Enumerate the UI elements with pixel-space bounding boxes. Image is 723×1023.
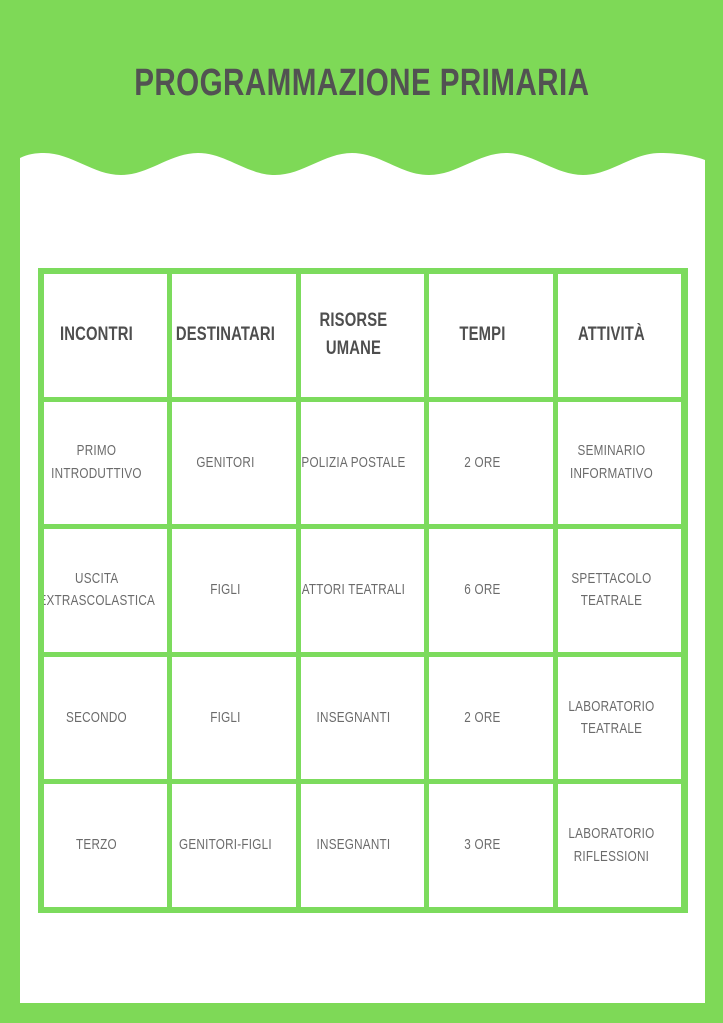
table-cell-text: TERZO <box>76 836 118 854</box>
table-cell-row4-risorse-umane: INSEGNANTI <box>300 784 425 907</box>
table-cell-text: ATTORI TEATRALI <box>302 581 406 599</box>
table-cell-row4-tempi: 3 ORE <box>429 784 553 907</box>
column-header-label: INCONTRI <box>60 324 134 346</box>
column-header-tempi: TEMPI <box>429 274 553 397</box>
content-panel: INCONTRI DESTINATARI RISORSE UMANE TEMPI… <box>20 177 705 1003</box>
table-cell-text: SEMINARIO INFORMATIVO <box>569 442 653 482</box>
page-title: PROGRAMMAZIONE PRIMARIA <box>0 62 723 105</box>
table-cell-row4-incontri: TERZO <box>43 784 168 907</box>
table-cell-text: GENITORI-FIGLI <box>178 836 272 854</box>
table-cell-row3-attivita: LABORATORIO TEATRALE <box>557 656 682 780</box>
table-cell-row1-attivita: SEMINARIO INFORMATIVO <box>557 401 682 525</box>
table-cell-row1-risorse-umane: POLIZIA POSTALE <box>300 401 425 525</box>
table-cell-text: 2 ORE <box>464 453 501 471</box>
column-header-label: ATTIVITÀ <box>577 324 645 346</box>
table-cell-row1-incontri: PRIMO INTRODUTTIVO <box>43 401 168 525</box>
table-cell-row2-incontri: USCITA EXTRASCOLASTICA <box>43 529 168 652</box>
schedule-table: INCONTRI DESTINATARI RISORSE UMANE TEMPI… <box>37 268 688 913</box>
column-header-attivita: ATTIVITÀ <box>557 274 682 397</box>
table-cell-text: SECONDO <box>66 708 128 726</box>
table-cell-text: 6 ORE <box>464 581 501 599</box>
table-cell-row3-tempi: 2 ORE <box>429 656 553 780</box>
table-cell-row3-risorse-umane: INSEGNANTI <box>300 656 425 780</box>
table-cell-row1-destinatari: GENITORI <box>172 401 296 525</box>
column-header-incontri: INCONTRI <box>43 274 168 397</box>
table-cell-row3-incontri: SECONDO <box>43 656 168 780</box>
column-header-label: DESTINATARI <box>175 324 275 346</box>
table-cell-row2-risorse-umane: ATTORI TEATRALI <box>300 529 425 652</box>
column-header-label: RISORSE UMANE <box>319 309 388 360</box>
column-header-destinatari: DESTINATARI <box>172 274 296 397</box>
table-cell-row4-destinatari: GENITORI-FIGLI <box>172 784 296 907</box>
table-cell-text: LABORATORIO TEATRALE <box>568 697 655 738</box>
table-cell-text: 2 ORE <box>464 708 501 726</box>
table-cell-text: SPETTACOLO TEATRALE <box>570 569 652 610</box>
table-cell-text: GENITORI <box>196 453 255 471</box>
table-cell-text: PRIMO INTRODUTTIVO <box>51 442 142 482</box>
table-cell-row2-attivita: SPETTACOLO TEATRALE <box>557 529 682 652</box>
table-cell-row4-attivita: LABORATORIO RIFLESSIONI <box>557 784 682 907</box>
table-cell-text: USCITA EXTRASCOLASTICA <box>43 569 155 610</box>
table-cell-text: 3 ORE <box>464 836 501 854</box>
table-cell-row1-tempi: 2 ORE <box>429 401 553 525</box>
column-header-risorse-umane: RISORSE UMANE <box>300 274 425 397</box>
table-cell-row2-tempi: 6 ORE <box>429 529 553 652</box>
table-cell-text: FIGLI <box>210 581 241 599</box>
wavy-edge-decoration <box>20 153 705 178</box>
table-cell-text: POLIZIA POSTALE <box>301 453 406 471</box>
table-cell-text: FIGLI <box>210 708 241 726</box>
table-cell-text: LABORATORIO RIFLESSIONI <box>568 825 655 865</box>
page-title-text: PROGRAMMAZIONE PRIMARIA <box>133 62 590 104</box>
table-cell-text: INSEGNANTI <box>316 836 391 854</box>
table-cell-row3-destinatari: FIGLI <box>172 656 296 780</box>
column-header-label: TEMPI <box>459 324 506 346</box>
table-cell-row2-destinatari: FIGLI <box>172 529 296 652</box>
table-cell-text: INSEGNANTI <box>316 708 391 726</box>
